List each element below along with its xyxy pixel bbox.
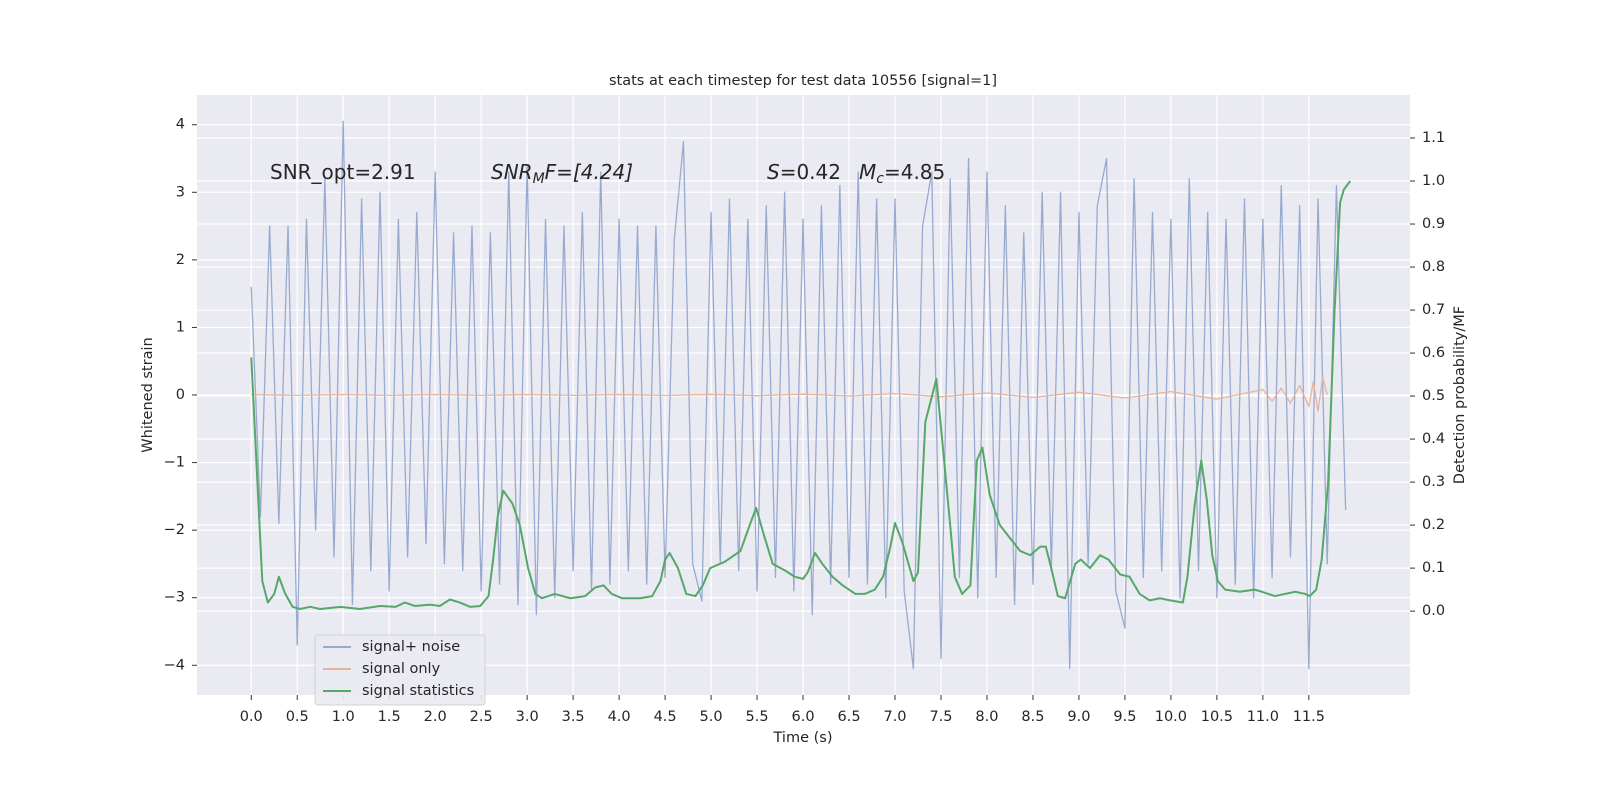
series-line <box>251 376 1328 412</box>
legend-label: signal statistics <box>362 683 474 699</box>
x-tick-label: 4.5 <box>654 709 677 725</box>
x-tick-label: 7.5 <box>929 709 952 725</box>
x-axis-label: Time (s) <box>773 730 833 746</box>
y2-tick-label: 0.3 <box>1422 474 1445 490</box>
annotation: S=0.42 <box>767 160 841 184</box>
annotation-part: M <box>859 160 876 184</box>
annotation-part: S <box>767 160 780 184</box>
x-tick-label: 11.0 <box>1247 709 1279 725</box>
x-tick-label: 1.5 <box>378 709 401 725</box>
axes: 0.0 0.5 1.0 1.5 2.0 2.5 3.0 3.5 4.0 4.5 5.0 5.5 6.0 6… <box>164 117 1445 725</box>
x-tick-label: 6.0 <box>792 709 815 725</box>
y-tick-label: −2 <box>164 522 185 538</box>
annotation-part: SNR_opt=2.91 <box>270 160 416 184</box>
y2-tick-label: 0.7 <box>1422 302 1445 318</box>
x-tick-label: 9.0 <box>1067 709 1090 725</box>
x-tick-label: 9.5 <box>1113 709 1136 725</box>
y2-axis-label: Detection probability/MF <box>1452 306 1468 484</box>
y2-tick-label: 1.0 <box>1422 173 1445 189</box>
x-tick-label: 11.5 <box>1293 709 1325 725</box>
y-tick-label: 2 <box>176 252 185 268</box>
plot <box>250 120 1352 670</box>
y2-tick-label: 0.8 <box>1422 259 1445 275</box>
x-tick-label: 5.5 <box>746 709 769 725</box>
x-tick-label: 2.5 <box>470 709 493 725</box>
y2-tick-label: 0.4 <box>1422 431 1445 447</box>
legend-box <box>314 634 486 706</box>
y-tick-label: 3 <box>176 184 185 200</box>
legend-label: signal+ noise <box>362 639 460 655</box>
x-tick-label: 10.0 <box>1155 709 1187 725</box>
y2-tick-label: 0.9 <box>1422 216 1445 232</box>
x-tick-label: 6.5 <box>837 709 860 725</box>
legend: signal+ noise signal only signal statistic… <box>314 634 486 706</box>
y2-tick-label: 0.0 <box>1422 603 1445 619</box>
y2-tick-label: 0.1 <box>1422 560 1445 576</box>
y-tick-label: −4 <box>164 657 185 673</box>
x-tick-label: 0.5 <box>286 709 309 725</box>
annotation-part: =0.42 <box>780 160 841 184</box>
x-tick-label: 4.0 <box>608 709 631 725</box>
x-tick-label: 3.5 <box>562 709 585 725</box>
x-tick-label: 2.0 <box>424 709 447 725</box>
legend-label: signal only <box>362 661 441 677</box>
y-tick-label: −3 <box>164 590 185 606</box>
y-tick-label: 1 <box>176 319 185 335</box>
y2-tick-label: 1.1 <box>1422 130 1445 146</box>
x-tick-label: 3.0 <box>516 709 539 725</box>
annotation: Mc=4.85 <box>859 160 945 188</box>
x-tick-label: 8.5 <box>1021 709 1044 725</box>
y-tick-label: 0 <box>176 387 185 403</box>
y-tick-label: −1 <box>164 455 185 471</box>
x-tick-label: 1.0 <box>332 709 355 725</box>
chart-title: stats at each timestep for test data 105… <box>609 73 997 89</box>
annotation: SNRMF=[4.24] <box>491 160 633 188</box>
x-tick-label: 5.0 <box>700 709 723 725</box>
x-tick-label: 10.5 <box>1201 709 1233 725</box>
annotation: SNR_opt=2.91 <box>270 160 416 184</box>
annotation-part: =4.85 <box>884 160 945 184</box>
x-tick-label: 7.0 <box>883 709 906 725</box>
y2-tick-label: 0.6 <box>1422 345 1445 361</box>
annotation-part: M <box>533 171 545 187</box>
series-line <box>250 120 1347 670</box>
annotation-part: c <box>876 171 884 187</box>
x-tick-label: 8.0 <box>975 709 998 725</box>
y2-tick-label: 0.5 <box>1422 388 1445 404</box>
annotation-part: F=[4.24] <box>545 160 633 184</box>
y-tick-label: 4 <box>176 117 185 133</box>
y2-tick-label: 0.2 <box>1422 517 1445 533</box>
series-line <box>250 180 1352 610</box>
annotation-part: SNR <box>491 160 533 184</box>
x-tick-label: 0.0 <box>240 709 263 725</box>
y-axis-label: Whitened strain <box>140 337 156 452</box>
